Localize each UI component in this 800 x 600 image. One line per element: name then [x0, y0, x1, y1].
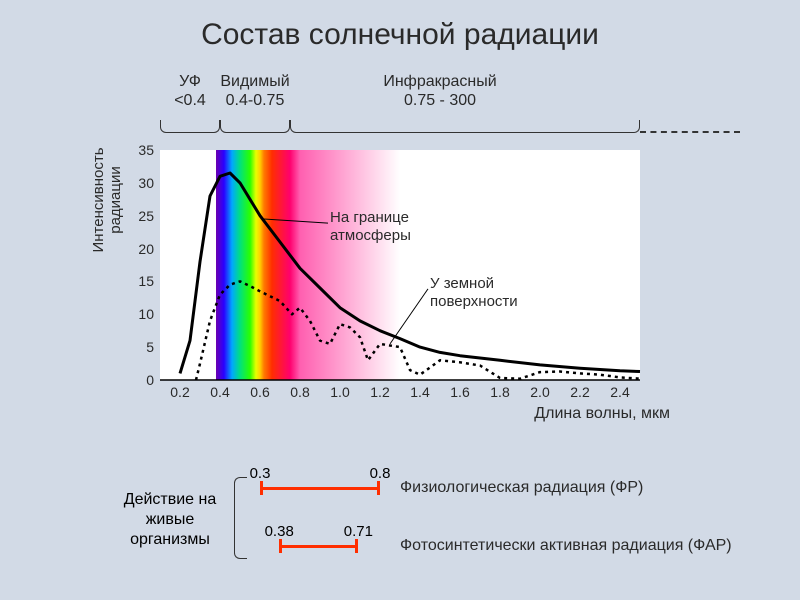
range-label: Физиологическая радиация (ФР)	[400, 479, 643, 497]
range-start: 0.38	[265, 523, 294, 540]
x-tick: 0.2	[170, 384, 189, 400]
band-label: Инфракрасный0.75 - 300	[380, 72, 500, 110]
page-title: Состав солнечной радиации	[0, 18, 800, 52]
band-brace	[160, 120, 220, 133]
range-bar	[279, 545, 358, 548]
annot-atmosphere: На границеатмосферы	[330, 209, 411, 245]
y-tick: 35	[138, 142, 154, 158]
y-tick: 20	[138, 241, 154, 257]
curves-svg	[160, 150, 640, 380]
x-tick: 2.4	[610, 384, 629, 400]
curve-atmosphere	[180, 173, 640, 373]
curve-surface	[196, 281, 640, 380]
range-bar	[260, 487, 380, 490]
y-tick: 5	[146, 339, 154, 355]
band-brace	[290, 120, 640, 133]
x-tick: 1.6	[450, 384, 469, 400]
band-brace	[220, 120, 290, 133]
band-dashed-ext	[640, 131, 740, 133]
x-tick: 0.8	[290, 384, 309, 400]
range-end: 0.71	[344, 523, 373, 540]
spectrum-chart: Длина волны, мкм 051015202530350.20.40.6…	[160, 150, 640, 380]
x-tick: 1.2	[370, 384, 389, 400]
x-tick: 2.0	[530, 384, 549, 400]
range-label: Фотосинтетически активная радиация (ФАР)	[400, 537, 732, 555]
pointer-atmosphere	[264, 219, 328, 223]
effects-brace	[234, 477, 247, 559]
band-label: Видимый0.4-0.75	[195, 72, 315, 110]
x-tick: 0.4	[210, 384, 229, 400]
x-axis-label: Длина волны, мкм	[534, 405, 670, 423]
range-end: 0.8	[370, 465, 391, 482]
y-tick: 15	[138, 273, 154, 289]
annot-surface: У земнойповерхности	[430, 275, 518, 311]
y-tick: 30	[138, 175, 154, 191]
x-tick: 0.6	[250, 384, 269, 400]
y-tick: 0	[146, 372, 154, 388]
y-tick: 25	[138, 208, 154, 224]
pointer-surface	[390, 289, 428, 344]
y-tick: 10	[138, 306, 154, 322]
x-tick: 1.0	[330, 384, 349, 400]
x-tick: 1.8	[490, 384, 509, 400]
effects-title: Действие на живые организмы	[110, 490, 230, 550]
x-tick: 1.4	[410, 384, 429, 400]
x-tick: 2.2	[570, 384, 589, 400]
y-axis-label: Интенсивность радиации	[90, 130, 124, 270]
range-start: 0.3	[250, 465, 271, 482]
